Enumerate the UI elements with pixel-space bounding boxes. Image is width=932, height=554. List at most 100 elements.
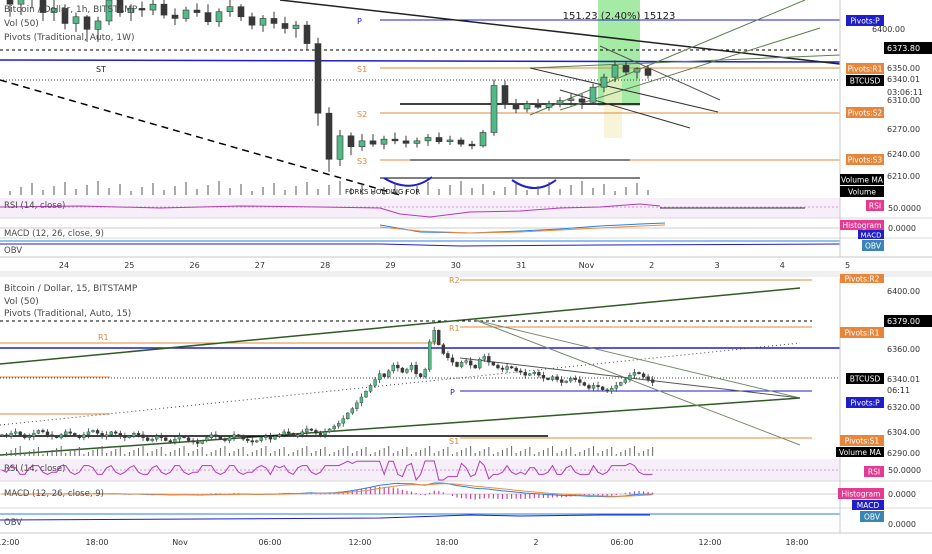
top-obv-pane[interactable]: OBV xyxy=(0,241,840,256)
volume-bar xyxy=(97,448,98,456)
candle-body xyxy=(645,69,651,76)
volume-bar xyxy=(529,447,530,456)
top-legend-vol[interactable]: Vol (50) xyxy=(4,19,39,29)
top-rsi-pane[interactable]: RSI (14, close) xyxy=(0,198,840,218)
candle-body xyxy=(155,436,158,439)
candle-body xyxy=(469,361,472,365)
candle-body xyxy=(137,433,140,434)
volume-bar xyxy=(443,449,444,456)
candle-body xyxy=(227,7,233,12)
candle-body xyxy=(351,409,354,413)
bot-legend-vol[interactable]: Vol (50) xyxy=(4,297,39,307)
volume-bar xyxy=(197,189,198,195)
candle-body xyxy=(160,436,163,437)
candle-body xyxy=(624,380,627,383)
candle-body xyxy=(23,435,26,438)
volume-bar xyxy=(620,452,621,456)
candle-body xyxy=(403,141,409,144)
macd-histogram-bar xyxy=(493,494,494,499)
candle-body xyxy=(173,439,176,442)
bot-tag-vol-ma-text: Volume MA xyxy=(839,448,882,457)
bot-tick-6304: 6304.00 xyxy=(887,428,920,437)
volume-bar xyxy=(220,448,221,456)
candle-body xyxy=(592,385,595,388)
volume-bar xyxy=(557,453,558,456)
candle-body xyxy=(169,441,172,442)
top-macd-pane[interactable]: MACD (12, 26, close, 9) xyxy=(0,223,840,239)
volume-bar xyxy=(475,453,476,456)
volume-bar xyxy=(505,187,506,195)
volume-bar xyxy=(243,447,244,456)
candle-body xyxy=(556,377,559,380)
candle-body xyxy=(619,383,622,386)
macd-histogram-bar xyxy=(370,488,371,495)
top-legend-pivots[interactable]: Pivots (Traditional, Auto, 1W) xyxy=(4,33,135,43)
bottom-time-tick: 12:00 xyxy=(348,538,371,547)
candle-body xyxy=(172,15,178,18)
candle-body xyxy=(510,367,513,368)
volume-bar xyxy=(11,450,12,456)
volume-bar xyxy=(616,454,617,456)
volume-bar xyxy=(637,183,638,195)
candle-body xyxy=(324,432,327,435)
bot-rsi-pane[interactable]: RSI (14, close) xyxy=(0,459,840,481)
bot-legend-pivots[interactable]: Pivots (Traditional, Auto, 15) xyxy=(4,309,131,319)
top-legend-title[interactable]: Bitcoin / Dollar, 1h, BITSTAMP xyxy=(4,5,138,15)
volume-bar xyxy=(38,447,39,456)
volume-bar xyxy=(318,189,319,195)
volume-bar xyxy=(307,182,308,195)
volume-bar xyxy=(156,449,157,456)
candle-body xyxy=(110,432,113,435)
bot-price-axis[interactable]: Pivots:R2 6400.00 6379.00 Pivots:R1 6360… xyxy=(836,274,932,533)
candle-body xyxy=(314,430,317,433)
bottom-time-tick: 2 xyxy=(533,538,538,547)
candle-body xyxy=(524,104,530,109)
volume-bar xyxy=(274,183,275,195)
candle-body xyxy=(410,365,413,369)
candle-body xyxy=(333,426,336,429)
volume-bar xyxy=(252,452,253,456)
volume-bar xyxy=(293,452,294,456)
volume-bar xyxy=(76,189,77,195)
candle-body xyxy=(60,435,63,438)
top-price-pane[interactable]: Bitcoin / Dollar, 1h, BITSTAMP Vol (50) … xyxy=(0,0,840,197)
bot-obv-pane[interactable]: OBV xyxy=(0,514,840,528)
volume-bar xyxy=(230,188,231,195)
volume-bar xyxy=(393,453,394,456)
bot-pivot-r1-label: R1 xyxy=(449,324,460,333)
bot-legend-title[interactable]: Bitcoin / Dollar, 15, BITSTAMP xyxy=(4,284,138,294)
top-time-tick: 28 xyxy=(320,261,330,270)
macd-histogram-bar xyxy=(529,494,530,499)
candle-body xyxy=(590,87,596,102)
macd-histogram-bar xyxy=(611,494,612,496)
candle-body xyxy=(565,381,568,382)
volume-bar xyxy=(561,451,562,456)
volume-bar xyxy=(329,454,330,456)
candle-body xyxy=(528,374,531,375)
volume-bar xyxy=(241,184,242,195)
candle-body xyxy=(1,435,4,436)
candle-body xyxy=(496,365,499,368)
volume-bar xyxy=(527,190,528,195)
volume-bar xyxy=(584,450,585,456)
macd-histogram-bar xyxy=(534,494,535,498)
candle-body xyxy=(428,342,431,370)
candle-body xyxy=(238,7,244,17)
candle-body xyxy=(183,10,189,18)
volume-bar xyxy=(439,189,440,195)
volume-bar xyxy=(325,447,326,456)
bot-macd-pane[interactable]: MACD (12, 26, close, 9) xyxy=(0,483,840,500)
bot-macd-label: MACD (12, 26, close, 9) xyxy=(4,489,104,499)
volume-bar xyxy=(420,450,421,456)
volume-bar xyxy=(65,453,66,456)
macd-histogram-bar xyxy=(429,493,430,495)
candle-body xyxy=(205,13,211,22)
volume-bar xyxy=(6,452,7,456)
candle-body xyxy=(606,390,609,391)
candle-body xyxy=(424,369,427,376)
candle-body xyxy=(183,436,186,437)
bot-macd-level: 0.0000 xyxy=(888,490,916,499)
bottom-price-pane[interactable]: Bitcoin / Dollar, 15, BITSTAMP Vol (50) … xyxy=(0,276,840,456)
bot-tick-6379: 6379.00 xyxy=(887,317,920,326)
